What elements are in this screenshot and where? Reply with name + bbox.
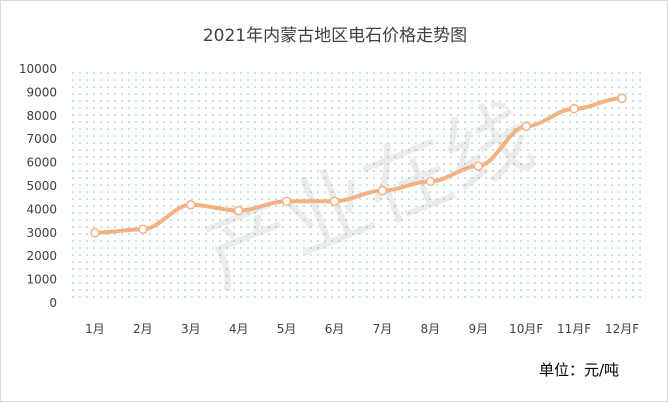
data-point bbox=[473, 161, 484, 171]
data-point bbox=[186, 199, 196, 210]
x-tick-label: 6月 bbox=[325, 322, 345, 336]
y-tick-label: 3000 bbox=[26, 226, 57, 240]
y-tick-label: 0 bbox=[49, 296, 57, 310]
chart-title: 2021年内蒙古地区电石价格走势图 bbox=[203, 26, 467, 46]
data-point bbox=[425, 176, 436, 187]
x-tick-label: 12月F bbox=[605, 322, 639, 336]
y-tick-label: 9000 bbox=[26, 85, 57, 99]
x-tick-label: 1月 bbox=[85, 322, 105, 336]
data-point bbox=[90, 228, 100, 238]
data-point bbox=[521, 121, 531, 132]
y-tick-label: 8000 bbox=[26, 109, 57, 123]
data-point bbox=[569, 104, 579, 114]
x-tick-label: 2月 bbox=[133, 322, 153, 336]
data-point bbox=[233, 205, 244, 216]
y-tick-label: 7000 bbox=[26, 132, 57, 146]
y-tick-label: 6000 bbox=[26, 156, 57, 170]
data-point bbox=[617, 93, 627, 103]
x-tick-label: 8月 bbox=[421, 322, 441, 336]
y-tick-label: 2000 bbox=[26, 249, 57, 263]
y-tick-label: 10000 bbox=[19, 62, 57, 76]
plot-area bbox=[71, 69, 646, 303]
data-point bbox=[281, 196, 292, 206]
unit-label: 单位：元/吨 bbox=[539, 361, 619, 379]
x-tick-label: 3月 bbox=[181, 322, 201, 336]
x-tick-label: 5月 bbox=[277, 322, 297, 336]
data-point bbox=[377, 185, 388, 196]
x-tick-label: 4月 bbox=[229, 322, 249, 336]
x-tick-label: 7月 bbox=[373, 322, 393, 336]
y-tick-label: 4000 bbox=[26, 202, 57, 216]
y-tick-label: 1000 bbox=[26, 273, 57, 287]
data-point bbox=[329, 196, 340, 206]
y-axis: 0 1000 2000 3000 4000 5000 6000 7000 8000 9000 100… bbox=[19, 62, 57, 310]
x-tick-label: 9月 bbox=[468, 322, 488, 336]
data-point bbox=[138, 224, 148, 235]
series-markers bbox=[90, 93, 627, 238]
x-tick-label: 11月F bbox=[557, 322, 591, 336]
x-tick-label: 10月F bbox=[509, 322, 543, 336]
x-axis: 1月 2月 3月 4月 5月 6月 7月 8月 9月 10月F 11月F 12月F bbox=[85, 322, 639, 336]
y-tick-label: 5000 bbox=[26, 179, 57, 193]
